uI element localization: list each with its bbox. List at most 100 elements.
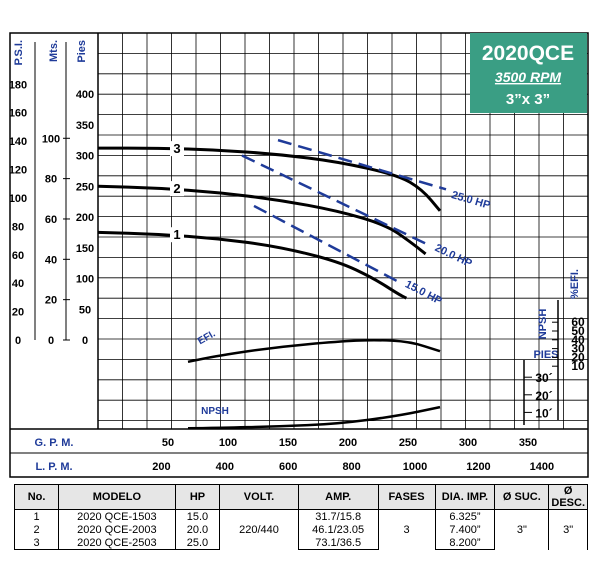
npsh-unit-label: PIES xyxy=(533,349,558,361)
left-axis-tick: 350 xyxy=(76,120,94,132)
table-row: 2 2020 QCE-2003 20.0 46.1/23.05 7.400” xyxy=(13,523,588,536)
lpm-axis-label: L. P. M. xyxy=(35,461,72,473)
npsh-tick: 20´ xyxy=(535,389,552,403)
npsh-tick: 10´ xyxy=(535,406,552,420)
left-axis-tick: 80 xyxy=(45,174,57,186)
spec-table-header: No. MODELO HP VOLT. AMP. FASES DIA. IMP.… xyxy=(13,484,588,510)
lpm-tick: 200 xyxy=(152,461,170,473)
head-curve-label: 2 xyxy=(173,181,180,196)
cell-modelo: 2020 QCE-2503 xyxy=(58,536,176,550)
lpm-tick: 1400 xyxy=(530,461,554,473)
head-curve-2 xyxy=(97,184,427,256)
efficiency-tick: 20 xyxy=(571,350,585,364)
left-axis-tick: 300 xyxy=(76,151,94,163)
hp-line xyxy=(277,138,447,191)
lpm-tick: 800 xyxy=(342,461,360,473)
badge-speed: 3500 RPM xyxy=(495,69,561,85)
left-axis-tick: 120 xyxy=(9,165,27,177)
left-axis-tick: 100 xyxy=(42,133,60,145)
left-axis-tick: 0 xyxy=(48,335,54,347)
cell-hp: 15.0 xyxy=(174,509,221,523)
npsh-tick: 30´ xyxy=(535,371,552,385)
x-axes: G. P. M. L. P. M. 50 100 150 200 250 300 350 200 4… xyxy=(35,437,555,473)
col-header-amp: AMP. xyxy=(297,484,379,510)
cell-fases: 3 xyxy=(377,509,436,550)
left-axis-label: Pies xyxy=(76,40,88,63)
left-axis-tick: 250 xyxy=(76,181,94,193)
head-curve-label-bg xyxy=(170,181,184,197)
hp-line xyxy=(253,204,399,283)
cell-amp: 73.1/36.5 xyxy=(297,536,379,550)
hp-line-label: 20.0 HP xyxy=(433,242,474,270)
npsh-curve xyxy=(187,405,441,430)
gpm-tick: 50 xyxy=(162,437,174,449)
spec-table: No. MODELO HP VOLT. AMP. FASES DIA. IMP.… xyxy=(13,484,588,550)
cell-no: 1 xyxy=(13,509,60,523)
left-axis-tick: 100 xyxy=(9,193,27,205)
left-axis-tick: 150 xyxy=(76,243,94,255)
head-curve-1 xyxy=(97,230,408,300)
efficiency-curve xyxy=(187,338,441,364)
hp-line-label: 25.0 HP xyxy=(450,189,492,212)
cell-modelo: 2020 QCE-1503 xyxy=(58,509,176,523)
hp-line xyxy=(241,154,429,246)
left-axis-tick: 100 xyxy=(76,274,94,286)
cell-no: 3 xyxy=(13,536,60,550)
gpm-tick: 350 xyxy=(519,437,537,449)
cell-hp: 20.0 xyxy=(174,523,221,536)
left-axis-tick: 200 xyxy=(76,212,94,224)
cell-dia: 6.325” xyxy=(434,509,496,523)
left-axis-tick: 40 xyxy=(12,278,24,290)
col-header-hp: HP xyxy=(174,484,221,510)
left-axis-label: P.S.I. xyxy=(13,40,25,65)
lpm-tick: 1000 xyxy=(403,461,427,473)
efficiency-tick: 30 xyxy=(571,342,585,356)
head-curve-label: 3 xyxy=(173,141,180,156)
left-axis-tick: 0 xyxy=(82,335,88,347)
npsh-axis-label: NPSH xyxy=(537,309,549,340)
left-axis-tick: 40 xyxy=(45,254,57,266)
efficiency-tick: 10 xyxy=(571,359,585,373)
efficiency-tick: 40 xyxy=(571,333,585,347)
pump-curve-chart: 2020QCE 3500 RPM 3”x 3” P.S.I.0204060801… xyxy=(9,32,589,478)
badge-size: 3”x 3” xyxy=(506,91,550,108)
cell-dia: 8.200” xyxy=(434,536,496,550)
gpm-tick: 150 xyxy=(279,437,297,449)
efficiency-tick: 50 xyxy=(571,324,585,338)
head-curve-label: 1 xyxy=(173,227,180,242)
left-axis-tick: 400 xyxy=(76,89,94,101)
left-axis-tick: 20 xyxy=(45,295,57,307)
efficiency-curve-label: EFI. xyxy=(196,328,218,347)
left-axes: P.S.I. 0 20 40 60 80 100 120 140 160 180 Mts. 0 20 40 6… xyxy=(9,40,94,347)
chart-frame xyxy=(9,32,589,478)
cell-suc: 3" xyxy=(494,509,550,550)
left-axis-tick: 20 xyxy=(12,307,24,319)
lpm-tick: 1200 xyxy=(466,461,490,473)
npsh-curve-label: NPSH xyxy=(201,406,229,417)
cell-hp: 25.0 xyxy=(174,536,221,550)
table-row: 1 2020 QCE-1503 15.0 220/440 31.7/15.8 3… xyxy=(13,509,588,550)
cell-amp: 31.7/15.8 xyxy=(297,509,379,523)
left-axis-tick: 60 xyxy=(45,214,57,226)
gpm-tick: 100 xyxy=(219,437,237,449)
badge-background xyxy=(470,33,587,113)
left-axis-tick: 60 xyxy=(12,250,24,262)
cell-dia: 7.400” xyxy=(434,523,496,536)
table-row: 3 2020 QCE-2503 25.0 73.1/36.5 8.200” xyxy=(13,536,588,550)
head-curve-3 xyxy=(98,146,442,212)
gpm-axis-label: G. P. M. xyxy=(35,437,74,449)
gpm-tick: 200 xyxy=(339,437,357,449)
gpm-tick: 300 xyxy=(459,437,477,449)
gpm-tick: 250 xyxy=(399,437,417,449)
col-header-volt: VOLT. xyxy=(219,484,299,510)
left-axis-tick: 180 xyxy=(9,79,27,91)
cell-volt: 220/440 xyxy=(219,509,299,550)
model-badge: 2020QCE 3500 RPM 3”x 3” xyxy=(470,33,587,113)
left-axis-tick: 80 xyxy=(12,221,24,233)
efficiency-axis-label: %EFI. xyxy=(569,269,581,299)
col-header-desc: Ø DESC. xyxy=(548,484,588,510)
col-header-no: No. xyxy=(13,484,60,510)
cell-amp: 46.1/23.05 xyxy=(297,523,379,536)
col-header-suc: Ø SUC. xyxy=(494,484,550,510)
